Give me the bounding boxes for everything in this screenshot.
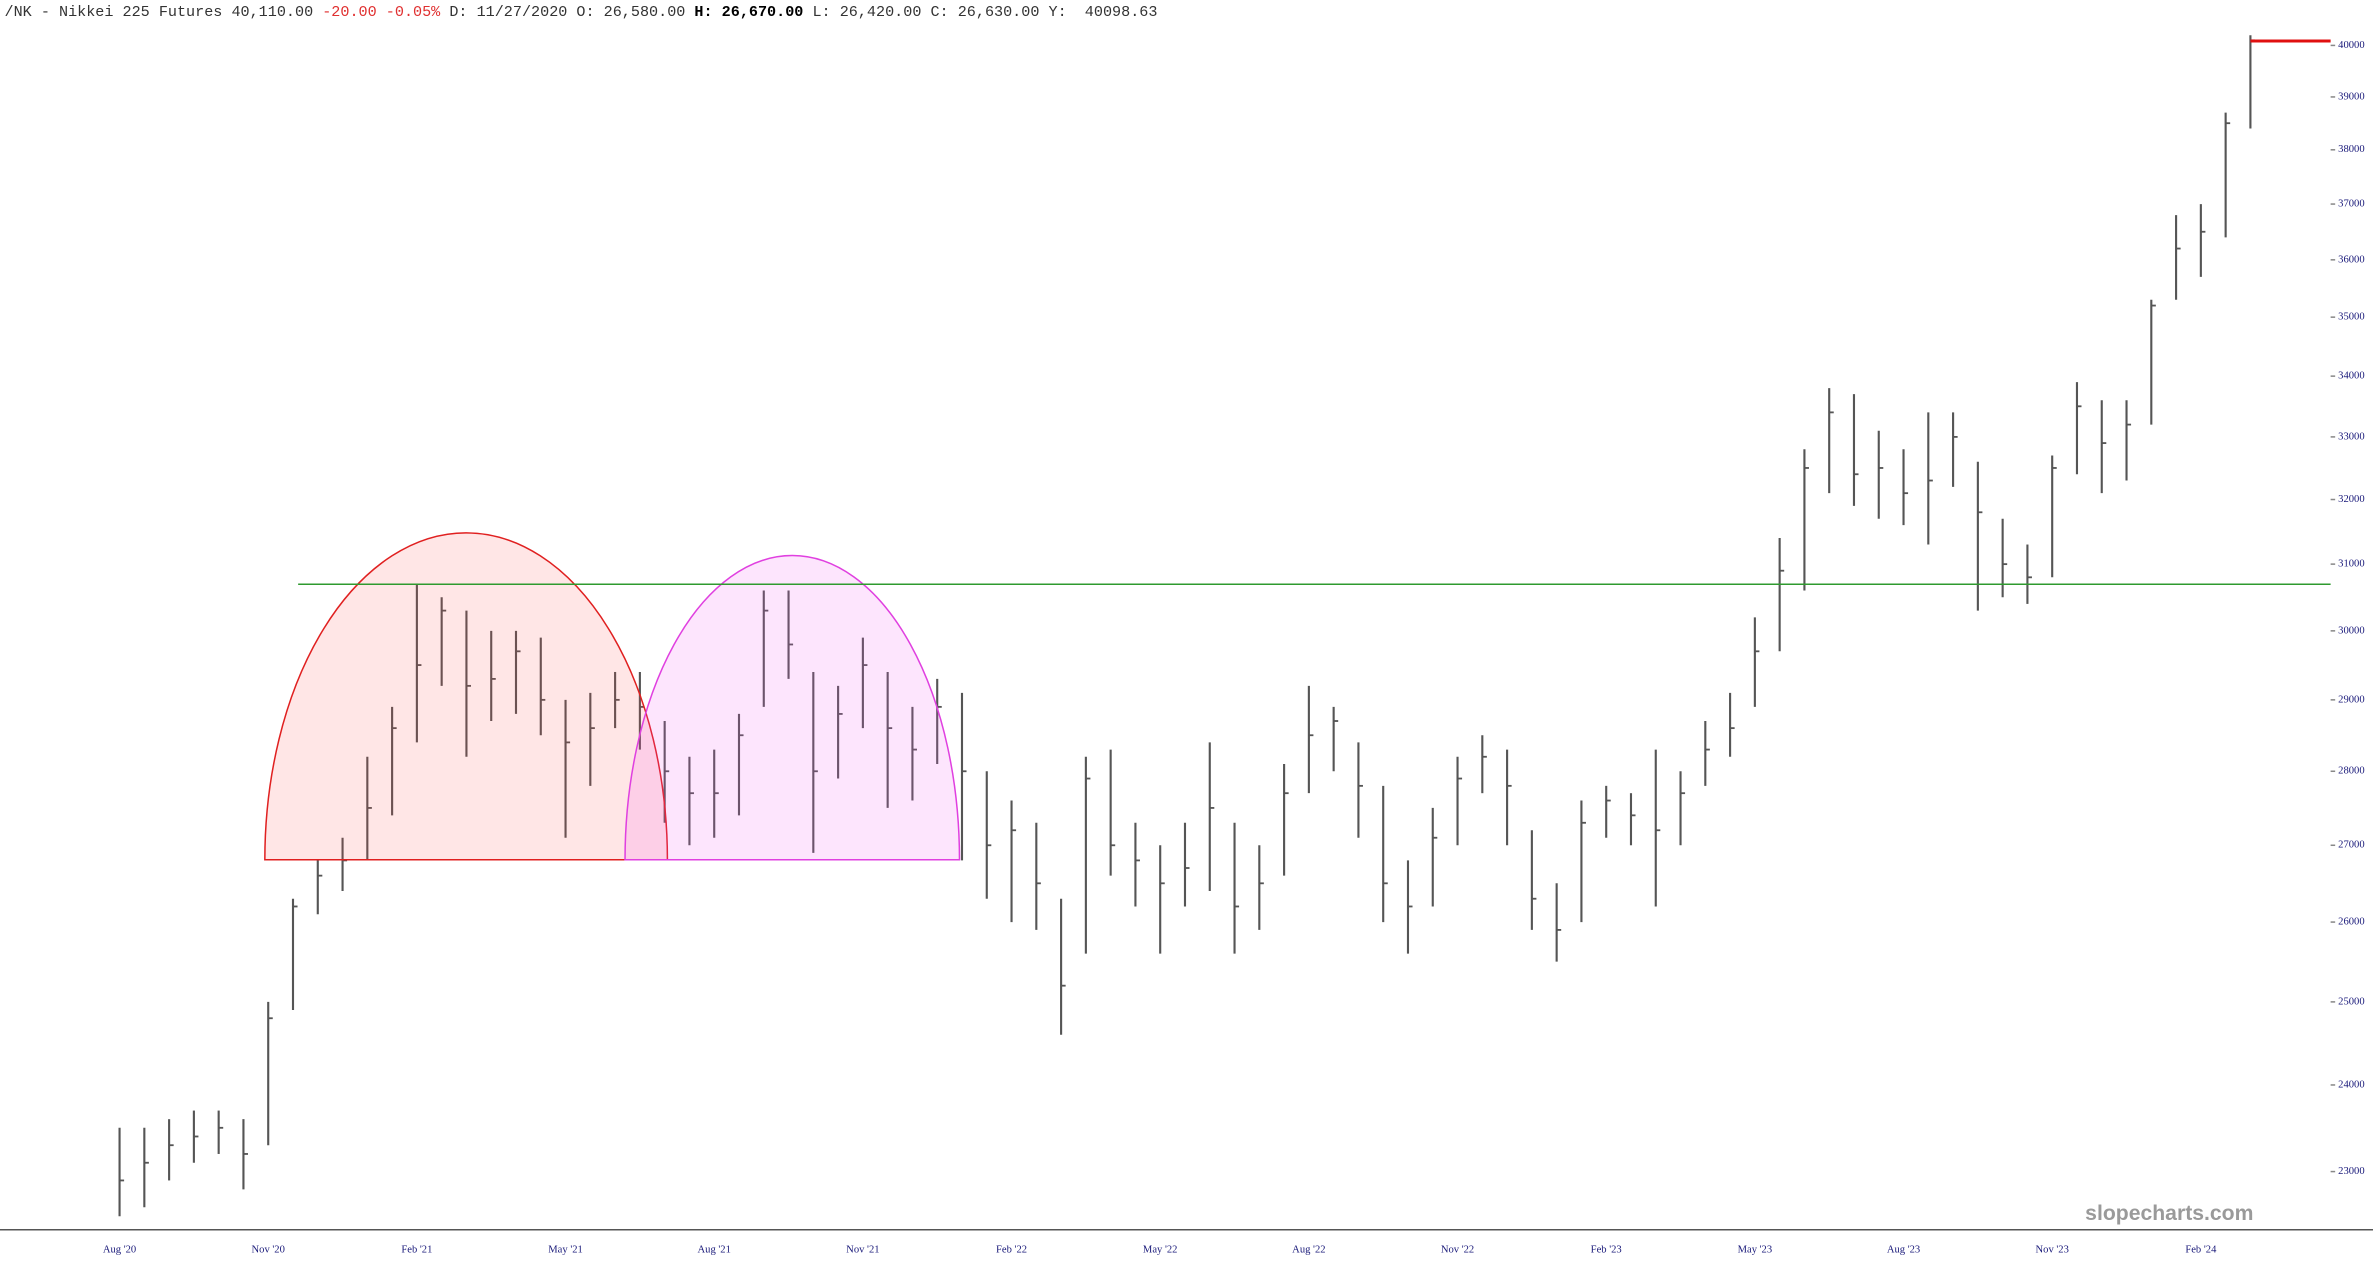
x-tick-label: Feb '23 (1591, 1245, 1622, 1256)
date: 11/27/2020 (477, 3, 568, 21)
x-tick-label: May '23 (1738, 1245, 1773, 1256)
y-tick-label: 29000 (2338, 694, 2364, 705)
y-tick-label: 28000 (2338, 766, 2364, 777)
x-tick-label: Feb '24 (2185, 1245, 2217, 1256)
y-tick-label: 39000 (2338, 91, 2364, 102)
x-tick-label: Nov '20 (252, 1245, 285, 1256)
x-tick-label: Nov '23 (2036, 1245, 2069, 1256)
y-tick-label: 40000 (2338, 40, 2364, 51)
open: 26,580.00 (604, 3, 686, 21)
y-tick-label: 31000 (2338, 559, 2364, 570)
high-label: H: (694, 3, 712, 21)
symbol: /NK - Nikkei 225 Futures (5, 3, 223, 21)
x-tick-label: Feb '22 (996, 1245, 1027, 1256)
low: 26,420.00 (840, 3, 922, 21)
y-tick-label: 27000 (2338, 840, 2364, 851)
close: 26,630.00 (958, 3, 1040, 21)
x-tick-label: Nov '21 (846, 1245, 879, 1256)
y-tick-label: 35000 (2338, 312, 2364, 323)
y-tick-label: 34000 (2338, 371, 2364, 382)
y-tick-label: 24000 (2338, 1079, 2364, 1090)
header: /NK - Nikkei 225 Futures 40,110.00 -20.00-… (5, 3, 1158, 21)
change: -20.00 (322, 3, 376, 21)
high: 26,670.00 (722, 3, 804, 21)
arc-annotation (264, 532, 669, 861)
x-tick-label: Aug '21 (698, 1245, 731, 1256)
y-tick-label: 36000 (2338, 254, 2364, 265)
date-label: D: (449, 3, 467, 21)
y-value: 40098.63 (1085, 3, 1158, 21)
y-tick-label: 38000 (2338, 144, 2364, 155)
y-label: Y: (1049, 3, 1067, 21)
y-tick-label: 30000 (2338, 625, 2364, 636)
x-tick-label: May '22 (1143, 1245, 1178, 1256)
x-tick-label: Aug '20 (103, 1245, 136, 1256)
y-tick-label: 37000 (2338, 199, 2364, 210)
change-pct: -0.05% (386, 3, 441, 21)
y-tick-label: 25000 (2338, 996, 2364, 1007)
x-tick-label: May '21 (548, 1245, 583, 1256)
close-label: C: (930, 3, 948, 21)
low-label: L: (812, 3, 830, 21)
open-label: O: (576, 3, 594, 21)
last-price: 40,110.00 (231, 3, 313, 21)
y-tick-label: 26000 (2338, 917, 2364, 928)
y-tick-label: 23000 (2338, 1166, 2364, 1177)
x-tick-label: Aug '22 (1292, 1245, 1325, 1256)
watermark: slopecharts.com (2085, 1202, 2253, 1225)
y-tick-label: 32000 (2338, 494, 2364, 505)
plot (118, 35, 2255, 1217)
x-tick-label: Aug '23 (1887, 1245, 1920, 1256)
x-tick-label: Feb '21 (401, 1245, 432, 1256)
y-tick-label: 33000 (2338, 431, 2364, 442)
arc-annotation (624, 554, 961, 861)
x-tick-label: Nov '22 (1441, 1245, 1474, 1256)
